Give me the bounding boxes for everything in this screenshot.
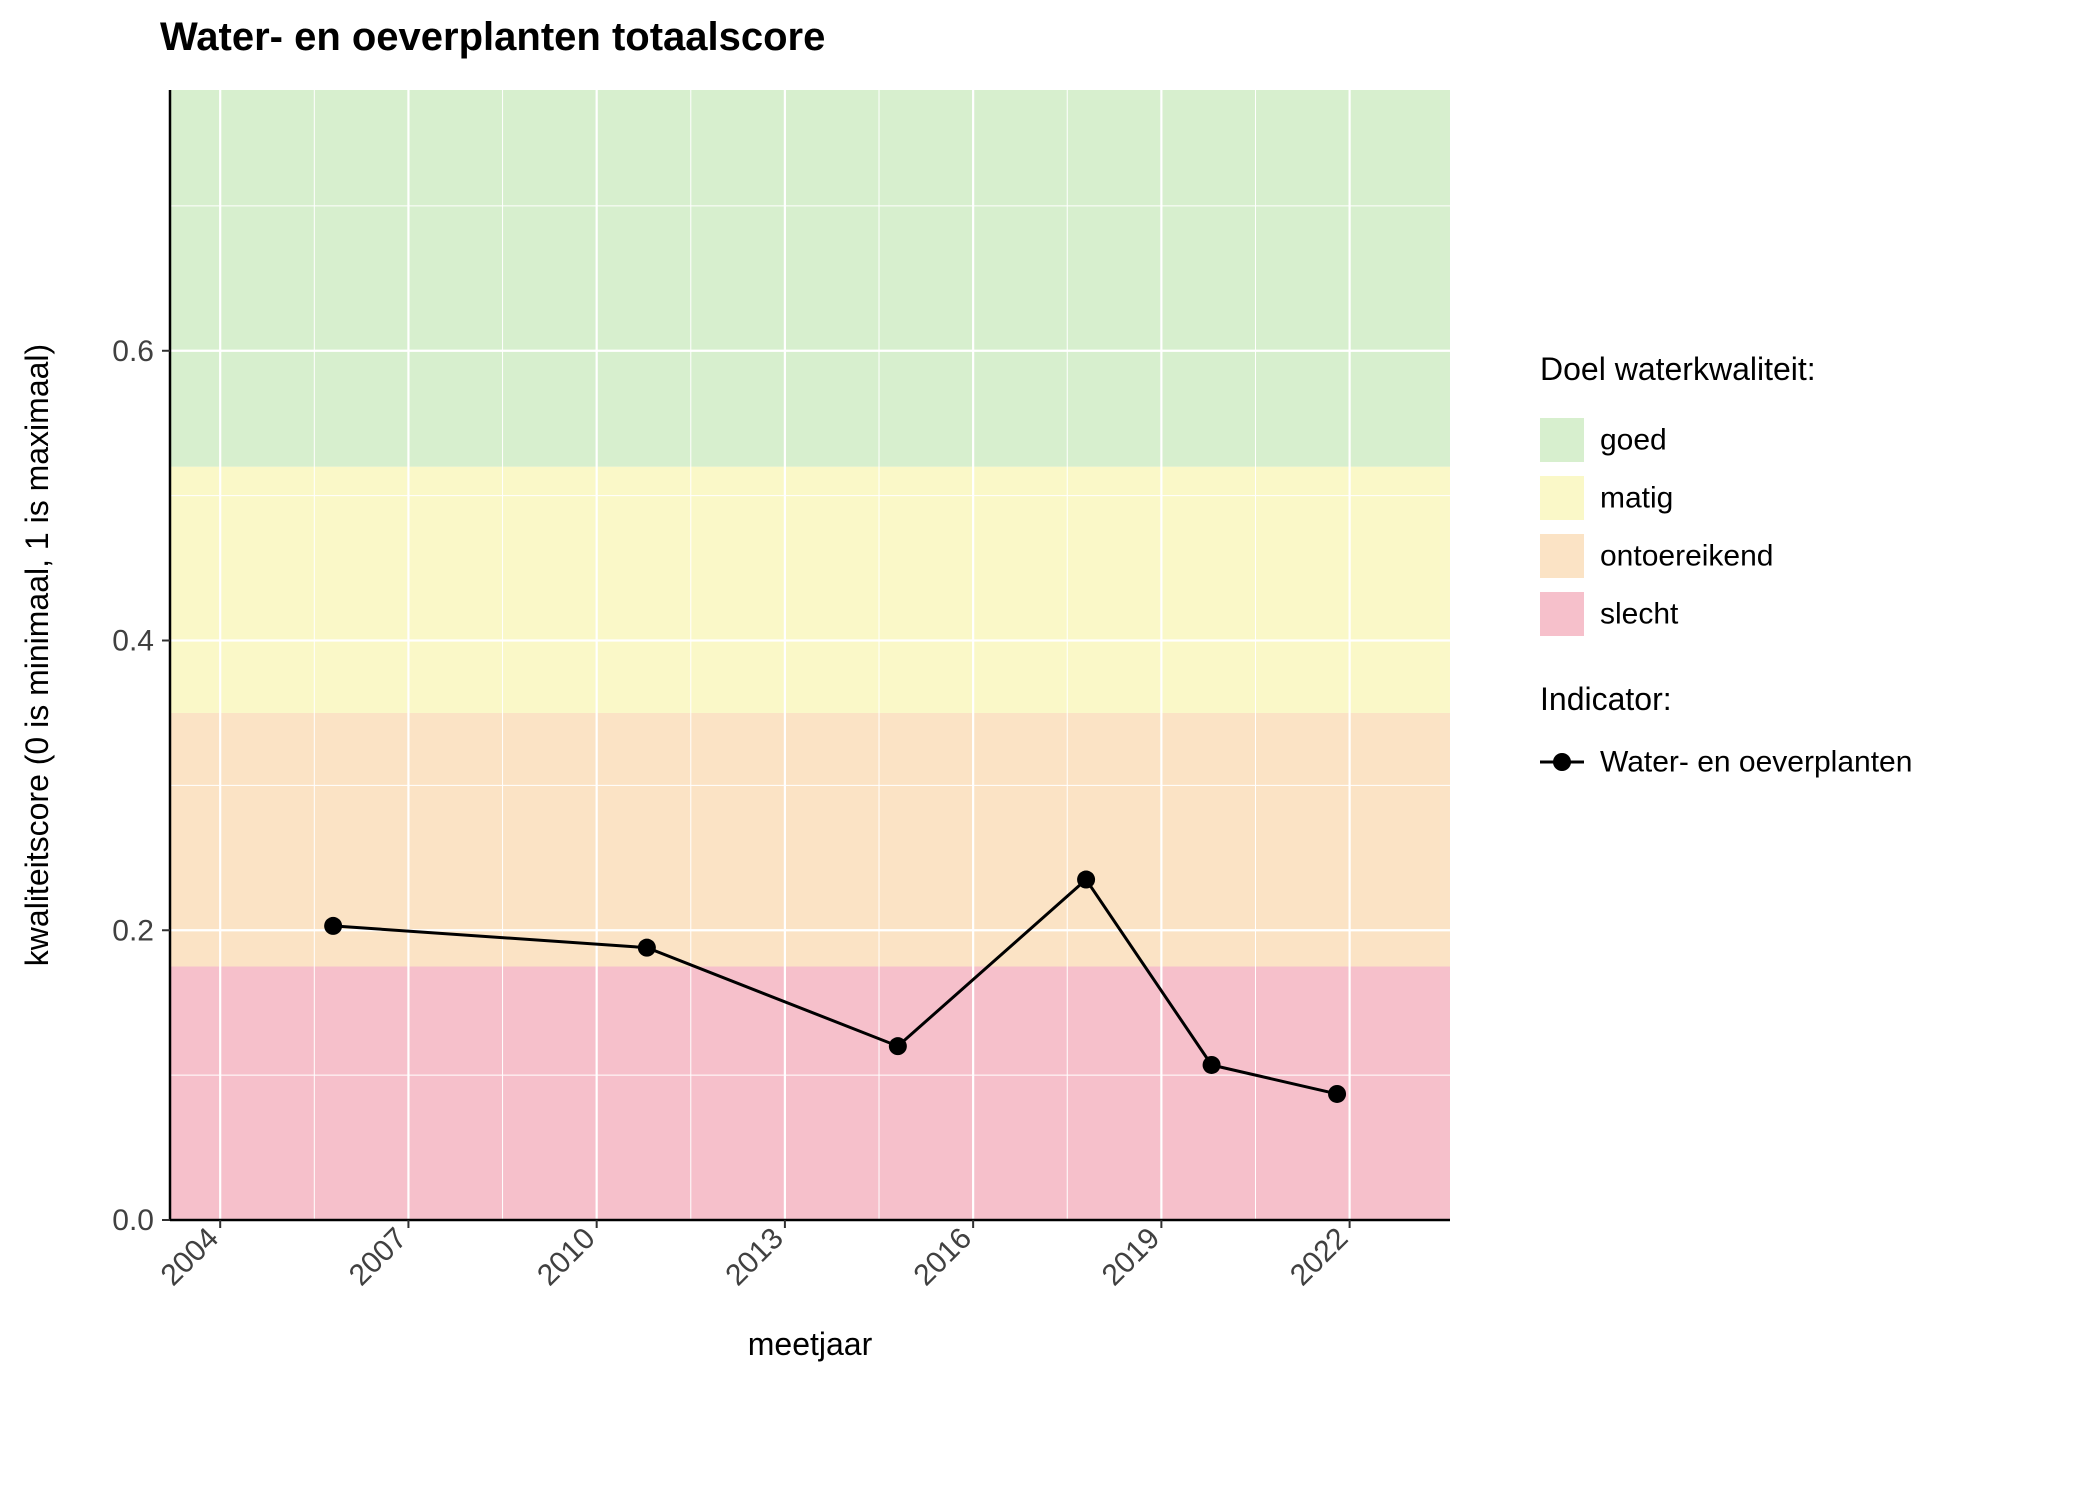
- legend-swatch-slecht: [1540, 592, 1584, 636]
- tick-label-y: 0.4: [112, 625, 154, 658]
- y-axis-label: kwaliteitscore (0 is minimaal, 1 is maxi…: [19, 344, 55, 966]
- x-axis-label: meetjaar: [748, 1326, 873, 1362]
- tick-label-y: 0.2: [112, 914, 154, 947]
- quality-band-matig: [170, 467, 1450, 713]
- tick-label-x: 2019: [1096, 1222, 1167, 1293]
- series-point: [324, 917, 342, 935]
- tick-label-y: 0.6: [112, 335, 154, 368]
- tick-label-x: 2010: [531, 1222, 602, 1293]
- tick-label-x: 2022: [1284, 1222, 1355, 1293]
- legend-label-ontoereikend: ontoereikend: [1600, 540, 1773, 573]
- chart-title: Water- en oeverplanten totaalscore: [160, 15, 825, 59]
- legend-series-point-icon: [1553, 753, 1571, 771]
- series-point: [889, 1037, 907, 1055]
- legend-label-slecht: slecht: [1600, 598, 1679, 631]
- legend-swatch-ontoereikend: [1540, 534, 1584, 578]
- tick-label-x: 2007: [343, 1222, 414, 1293]
- series-point: [1203, 1056, 1221, 1074]
- series-point: [638, 939, 656, 957]
- legend-series-title: Indicator:: [1540, 681, 1672, 717]
- quality-band-goed: [170, 90, 1450, 467]
- legend-swatch-matig: [1540, 476, 1584, 520]
- legend-label-goed: goed: [1600, 424, 1667, 457]
- quality-band-slecht: [170, 966, 1450, 1220]
- quality-score-chart: Water- en oeverplanten totaalscore 0.0 0.2…: [0, 0, 2100, 1500]
- tick-label-y: 0.0: [112, 1204, 154, 1237]
- legend-series-label: Water- en oeverplanten: [1600, 746, 1912, 779]
- legend-label-matig: matig: [1600, 482, 1673, 515]
- series-point: [1328, 1085, 1346, 1103]
- tick-label-x: 2004: [155, 1222, 226, 1293]
- tick-label-x: 2016: [908, 1222, 979, 1293]
- series-point: [1077, 871, 1095, 889]
- tick-label-x: 2013: [719, 1222, 790, 1293]
- legend-swatch-goed: [1540, 418, 1584, 462]
- legend-bands-title: Doel waterkwaliteit:: [1540, 351, 1816, 387]
- plot-panel: [170, 90, 1450, 1220]
